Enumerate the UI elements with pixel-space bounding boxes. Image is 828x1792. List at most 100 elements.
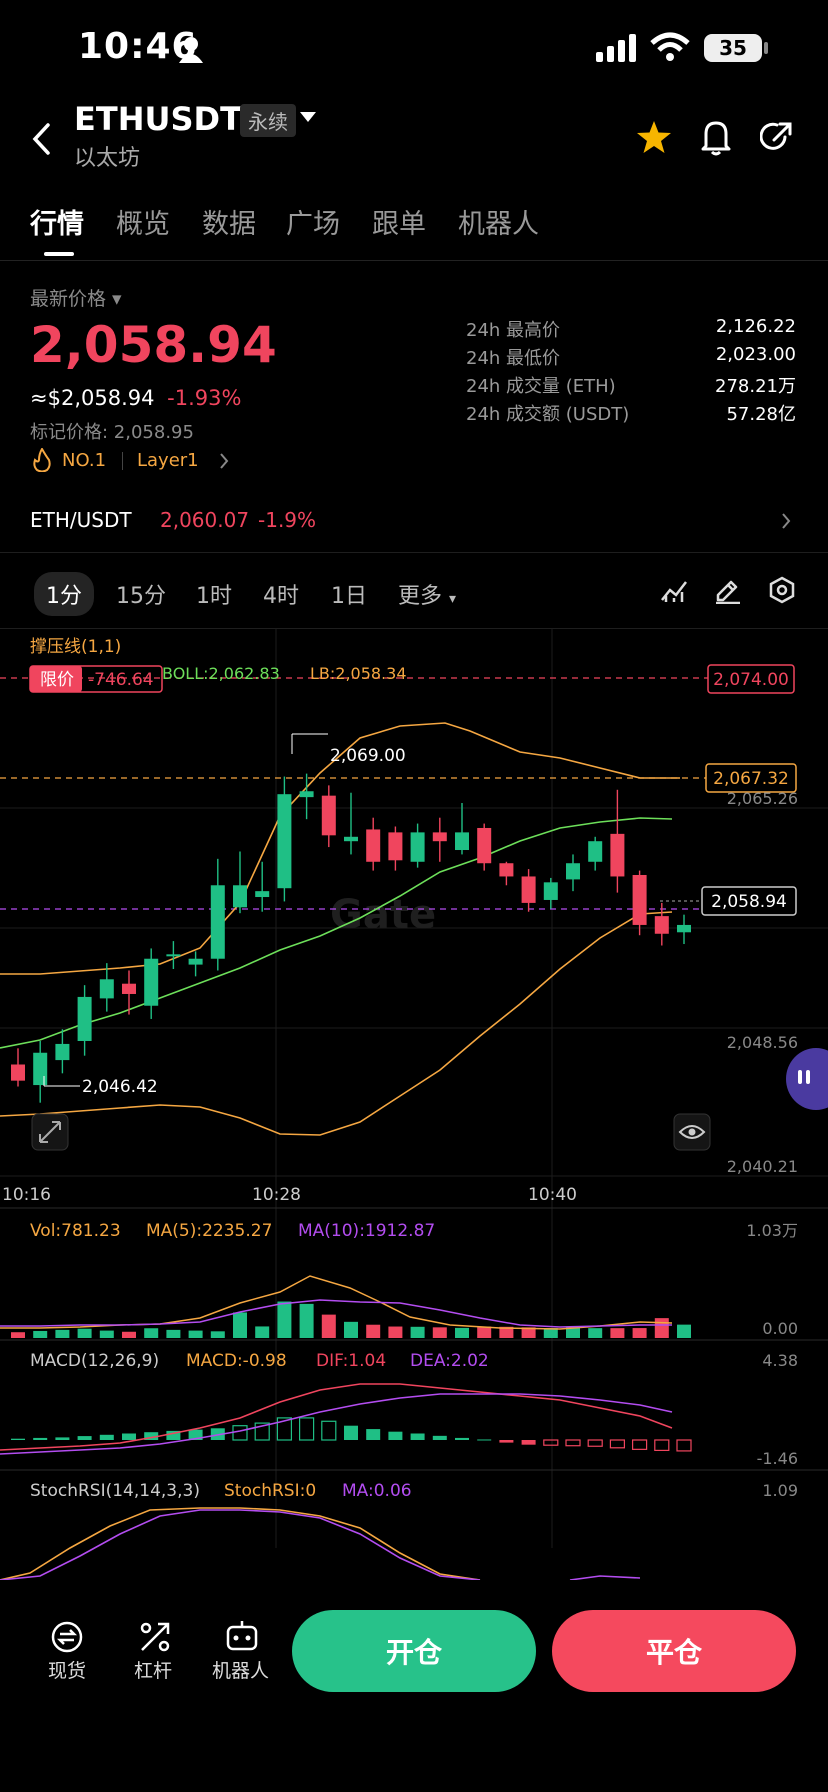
macd-bar — [388, 1431, 403, 1440]
price-tag-last-text: 2,058.94 — [711, 892, 787, 912]
candle — [299, 791, 314, 798]
volume-bar — [521, 1327, 536, 1338]
macd-title: MACD(12,26,9) — [30, 1351, 159, 1371]
stat-label-high: 24h 最高价 — [466, 320, 561, 341]
last-price-label-text: 最新价格 — [30, 288, 107, 310]
volume-bar — [410, 1326, 425, 1338]
volume-bar — [144, 1328, 159, 1338]
bell-icon[interactable] — [700, 118, 732, 156]
leverage-icon[interactable] — [138, 1620, 172, 1654]
interval-1h[interactable]: 1时 — [196, 584, 232, 609]
price-tag-last — [701, 886, 797, 916]
tab-square[interactable]: 广场 — [286, 209, 340, 240]
interval-1d[interactable]: 1日 — [331, 584, 367, 609]
volume-bar — [166, 1329, 181, 1338]
tab-data[interactable]: 数据 — [202, 209, 256, 240]
candle — [33, 1052, 48, 1086]
vol-ma5: MA(5):2235.27 — [146, 1221, 272, 1241]
interval-15m[interactable]: 15分 — [116, 584, 166, 609]
volume-bar — [99, 1330, 114, 1338]
volume-bar — [11, 1332, 25, 1338]
share-icon[interactable] — [760, 120, 794, 154]
lb-value: LB:2,058.34 — [310, 664, 407, 683]
interval-more[interactable]: 更多 ▾ — [398, 578, 456, 610]
tab-market[interactable]: 行情 — [30, 209, 84, 240]
volume-bar — [33, 1330, 48, 1338]
stat-value-turnover: 57.28亿 — [726, 404, 796, 425]
battery-icon: 35 — [704, 34, 762, 62]
vol-value: Vol:781.23 — [30, 1221, 121, 1241]
draw-tool-icon[interactable] — [714, 578, 742, 604]
x-axis-tick-3: 10:40 — [528, 1185, 577, 1205]
volume-bar — [499, 1326, 514, 1338]
robot-icon[interactable] — [224, 1618, 260, 1654]
tab-overview[interactable]: 概览 — [116, 209, 170, 240]
interval-4h[interactable]: 4时 — [263, 584, 299, 609]
price-tag-top — [707, 664, 795, 694]
boll-lower-line — [0, 911, 673, 1136]
stoch-tail — [569, 1575, 641, 1580]
volume-bar — [255, 1326, 270, 1338]
candle — [410, 832, 425, 862]
tab-copy-trading[interactable]: 跟单 — [372, 209, 426, 240]
kline-chart[interactable]: Gate 限价 -746.64 撑压线(1,1) BOLL:2,062.83 L… — [0, 628, 828, 1580]
macd-bar — [276, 1417, 292, 1441]
back-icon[interactable] — [30, 122, 54, 156]
category-tag[interactable]: Layer1 — [137, 450, 199, 471]
wifi-icon — [650, 32, 690, 61]
expand-icon[interactable] — [31, 1113, 69, 1151]
spot-pair-name: ETH/USDT — [30, 508, 132, 532]
y-axis-tick-1: 2,065.26 — [727, 789, 798, 808]
dropdown-caret-icon[interactable] — [300, 112, 316, 124]
macd-bar — [166, 1430, 181, 1440]
tab-bots[interactable]: 机器人 — [458, 209, 539, 240]
candle — [144, 958, 159, 1006]
price-tag-mid — [705, 763, 797, 793]
spot-pair-row[interactable]: ETH/USDT 2,060.07 -1.9% — [0, 490, 828, 542]
volume-bar — [632, 1328, 647, 1338]
stat-label-turnover: 24h 成交额 (USDT) — [466, 404, 630, 425]
macd-bar — [77, 1436, 92, 1440]
rank-badge: NO.1 — [62, 450, 107, 471]
macd-min: -1.46 — [757, 1449, 798, 1468]
volume-bar — [344, 1321, 358, 1338]
volume-bar — [588, 1328, 603, 1338]
volume-bar — [432, 1327, 447, 1338]
close-position-button[interactable]: 平仓 — [552, 1610, 796, 1692]
floating-handle-icon[interactable] — [786, 1048, 828, 1110]
symbol-title[interactable]: ETHUSDT — [74, 100, 242, 138]
stoch-max: 1.09 — [762, 1481, 798, 1500]
candle — [77, 996, 92, 1041]
candle — [588, 841, 603, 862]
rank-divider — [122, 452, 123, 470]
last-price-label[interactable]: 最新价格 ▾ — [30, 288, 122, 310]
nav-leverage[interactable]: 杠杆 — [134, 1660, 173, 1682]
macd-bar — [366, 1429, 381, 1440]
nav-bot[interactable]: 机器人 — [212, 1660, 270, 1682]
macd-bar — [55, 1437, 70, 1440]
main-tabs: 行情 概览 数据 广场 跟单 机器人 — [0, 196, 828, 261]
stoch-k: StochRSI:0 — [224, 1481, 316, 1501]
high-marker: 2,069.00 — [291, 733, 406, 766]
macd-bar — [188, 1429, 203, 1440]
watermark: Gate — [330, 892, 436, 938]
volume-bars — [11, 1301, 691, 1338]
eye-icon[interactable] — [673, 1113, 711, 1151]
interval-1m[interactable]: 1分 — [34, 572, 94, 616]
macd-bar — [477, 1439, 492, 1441]
indicator-icon[interactable] — [660, 578, 688, 604]
volume-bar — [299, 1303, 314, 1338]
spot-icon[interactable] — [50, 1620, 84, 1654]
candle — [610, 833, 625, 877]
settings-icon[interactable] — [768, 576, 796, 604]
open-position-button[interactable]: 开仓 — [292, 1610, 536, 1692]
limit-order-tag[interactable]: 限价 -746.64 — [29, 665, 163, 693]
nav-spot[interactable]: 现货 — [48, 1660, 87, 1682]
macd-bar — [631, 1439, 648, 1450]
chevron-right-icon[interactable] — [218, 452, 230, 470]
volume-bar — [477, 1326, 492, 1338]
candle — [499, 863, 514, 877]
macd-bar — [122, 1433, 136, 1440]
macd-bar — [654, 1439, 670, 1451]
favorite-star-icon[interactable] — [636, 120, 672, 154]
